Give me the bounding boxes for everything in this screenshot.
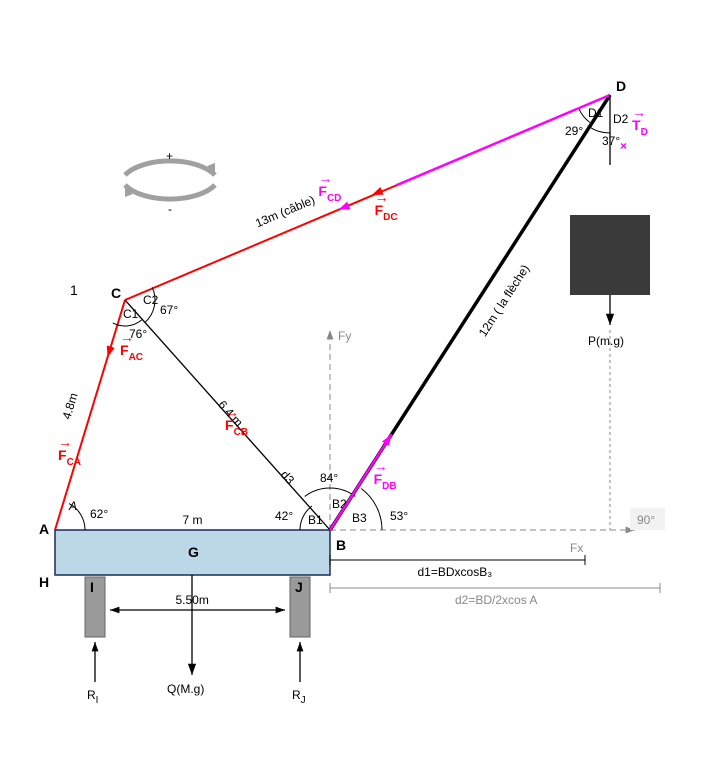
svg-text:TD: TD [632,117,648,138]
svg-text:Fy: Fy [338,329,351,343]
svg-text:12m ( la flèche): 12m ( la flèche) [476,262,533,339]
svg-text:d2=BD/2xcos A: d2=BD/2xcos A [455,593,537,607]
svg-text:13m (câble): 13m (câble) [253,193,317,231]
svg-text:C2: C2 [143,293,159,307]
svg-text:D: D [616,78,626,94]
svg-text:I: I [90,579,94,595]
svg-text:J: J [295,579,303,595]
svg-text:d3: d3 [278,468,298,488]
svg-text:B1: B1 [308,513,323,527]
svg-text:90°: 90° [637,513,655,527]
svg-text:D2: D2 [613,112,629,126]
svg-text:FDC: FDC [375,202,398,223]
svg-text:4.8m: 4.8m [59,391,80,421]
svg-text:-: - [168,202,172,216]
svg-text:RI: RI [87,688,98,706]
svg-text:B: B [336,537,346,553]
svg-text:A: A [39,521,49,537]
svg-text:d1=BDxcosB₃: d1=BDxcosB₃ [418,565,493,579]
svg-text:37°: 37° [602,134,620,148]
svg-text:FCD: FCD [318,183,341,204]
svg-text:RJ: RJ [292,688,306,706]
svg-text:53°: 53° [390,509,408,523]
support-i [85,577,105,637]
svg-text:B3: B3 [352,511,367,525]
svg-text:FAC: FAC [120,342,143,363]
svg-text:62°: 62° [90,507,108,521]
svg-text:1: 1 [70,282,78,298]
svg-text:C1: C1 [123,307,139,321]
svg-text:29°: 29° [565,124,583,138]
svg-text:Fx: Fx [570,541,583,555]
svg-text:Q(M.g): Q(M.g) [167,682,204,696]
svg-text:42°: 42° [275,509,293,523]
svg-text:P(m.g): P(m.g) [588,334,624,348]
svg-text:A: A [68,499,77,513]
svg-text:FDB: FDB [374,471,397,492]
svg-text:84°: 84° [320,471,338,485]
svg-text:C: C [111,285,121,301]
svg-text:G: G [188,544,199,560]
svg-text:×: × [620,139,627,153]
svg-text:7 m: 7 m [183,513,203,527]
svg-text:+: + [166,149,173,163]
svg-text:D1: D1 [588,106,604,120]
load-block [570,215,650,295]
svg-text:67°: 67° [160,303,178,317]
svg-text:FCA: FCA [58,447,81,468]
svg-text:5.50m: 5.50m [176,593,209,607]
svg-text:H: H [39,574,49,590]
